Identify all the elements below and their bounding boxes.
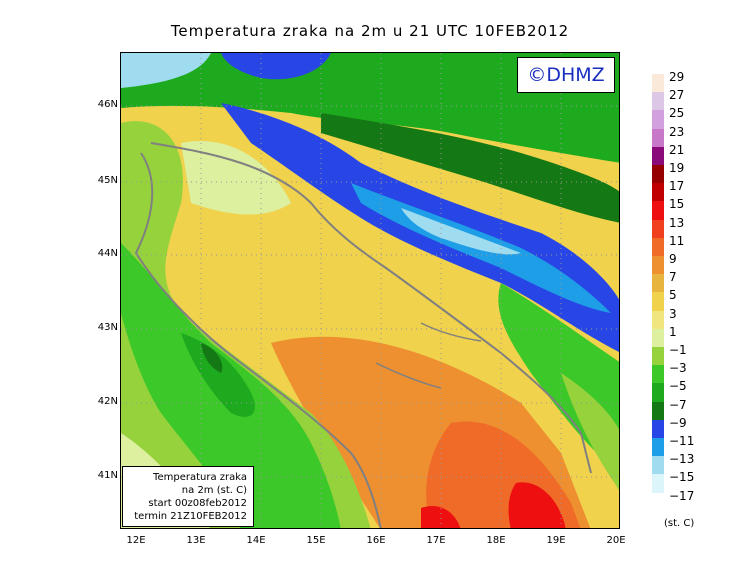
info-line: termin 21Z10FEB2012 <box>134 511 247 522</box>
info-line: na 2m (st. C) <box>181 485 247 496</box>
lon-label: 12E <box>126 535 146 546</box>
legend-label: 27 <box>669 88 685 103</box>
alps-cold-area <box>121 53 211 88</box>
legend-label: −7 <box>669 397 687 412</box>
legend-label: 29 <box>669 70 685 84</box>
legend-swatch <box>652 328 664 347</box>
legend-swatch <box>652 201 664 220</box>
lon-label: 20E <box>606 535 626 546</box>
legend-label: 17 <box>669 179 685 194</box>
legend-swatch <box>652 456 664 475</box>
legend-swatch <box>652 419 664 438</box>
legend-units: (st. C) <box>664 518 695 529</box>
legend-label: −9 <box>669 415 687 430</box>
legend-swatch <box>652 128 664 147</box>
legend-label: 19 <box>669 161 685 175</box>
legend-label: −13 <box>669 452 695 467</box>
italy-dark-green <box>181 333 255 417</box>
legend-swatch <box>652 401 664 420</box>
lon-label: 16E <box>366 535 386 546</box>
lon-label: 18E <box>486 535 506 546</box>
alps-green <box>121 53 619 163</box>
lat-label: 44N <box>97 248 118 259</box>
legend-label: 15 <box>669 197 685 212</box>
legend-label: 1 <box>669 324 677 339</box>
legend-label: 3 <box>669 306 677 321</box>
legend-swatch <box>652 274 664 293</box>
legend-swatch <box>652 347 664 366</box>
lat-label: 42N <box>97 396 118 407</box>
legend-label: −17 <box>669 488 695 503</box>
dinaric-coldest <box>401 208 521 255</box>
legend-swatch <box>652 110 664 129</box>
north-adriatic-light <box>181 141 291 215</box>
legend-swatch <box>652 237 664 256</box>
legend-label: 5 <box>669 288 677 303</box>
balkan-light-green <box>561 373 619 490</box>
legend-label: 25 <box>669 106 685 121</box>
legend-swatch <box>652 365 664 384</box>
alps-blue-area <box>221 53 331 80</box>
legend-label: −3 <box>669 361 687 376</box>
legend-label: −1 <box>669 343 687 357</box>
lat-label: 41N <box>97 470 118 481</box>
legend-swatch <box>652 146 664 165</box>
dhmz-credit-box: ©DHMZ <box>517 57 615 93</box>
legend-swatch <box>652 292 664 311</box>
legend-label: −11 <box>669 434 695 448</box>
legend-label: 9 <box>669 252 677 266</box>
legend-swatch <box>652 438 664 457</box>
island-outline <box>375 362 442 389</box>
lon-label: 14E <box>246 535 266 546</box>
lat-label: 46N <box>97 99 118 110</box>
legend-swatch <box>652 219 664 238</box>
lon-label: 19E <box>546 535 566 546</box>
legend-swatch <box>652 256 664 275</box>
island-outline-2 <box>420 322 482 342</box>
legend-label: 13 <box>669 215 685 230</box>
legend-label: −5 <box>669 379 687 394</box>
legend-swatch <box>652 492 664 511</box>
lon-label: 15E <box>306 535 326 546</box>
lon-label: 17E <box>426 535 446 546</box>
sea-red-area-2 <box>421 506 461 528</box>
graticule <box>121 53 619 528</box>
legend-label: −15 <box>669 470 695 485</box>
pannonian-dark-green <box>321 113 619 223</box>
legend-label: 21 <box>669 142 685 157</box>
legend-swatch <box>652 183 664 202</box>
legend-label: 23 <box>669 124 685 139</box>
info-box: Temperatura zraka na 2m (st. C) start 00… <box>122 466 254 527</box>
legend-label: 7 <box>669 270 677 285</box>
lat-label: 45N <box>97 175 118 186</box>
legend-label: 11 <box>669 233 685 248</box>
legend-swatch <box>652 165 664 184</box>
map-canvas <box>121 53 619 528</box>
info-line: Temperatura zraka <box>153 472 247 483</box>
map-title: Temperatura zraka na 2m u 21 UTC 10FEB20… <box>170 22 570 40</box>
legend-swatch <box>652 74 664 93</box>
sea-red-area <box>508 482 566 528</box>
lat-label: 43N <box>97 322 118 333</box>
lon-label: 13E <box>186 535 206 546</box>
legend-swatch <box>652 474 664 493</box>
legend-swatch <box>652 383 664 402</box>
italian-coastline <box>134 152 382 528</box>
legend-swatch <box>652 310 664 329</box>
eastern-coastline <box>150 142 592 474</box>
info-line: start 00z08feb2012 <box>148 498 247 509</box>
temperature-map <box>120 52 620 529</box>
italy-darkest-green <box>201 343 223 373</box>
legend-swatch <box>652 92 664 111</box>
